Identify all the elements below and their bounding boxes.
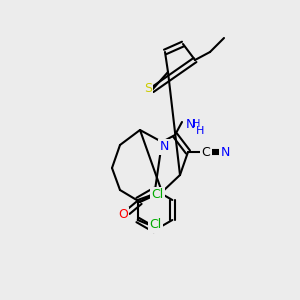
Text: Cl: Cl xyxy=(152,188,164,202)
Text: C: C xyxy=(202,146,210,158)
Text: S: S xyxy=(144,82,152,94)
Text: N: N xyxy=(185,118,195,131)
Text: H: H xyxy=(196,126,204,136)
Text: H: H xyxy=(193,119,201,129)
Text: N: N xyxy=(159,140,169,154)
Text: Cl: Cl xyxy=(150,218,162,232)
Text: O: O xyxy=(118,208,128,221)
Text: N: N xyxy=(220,146,230,158)
